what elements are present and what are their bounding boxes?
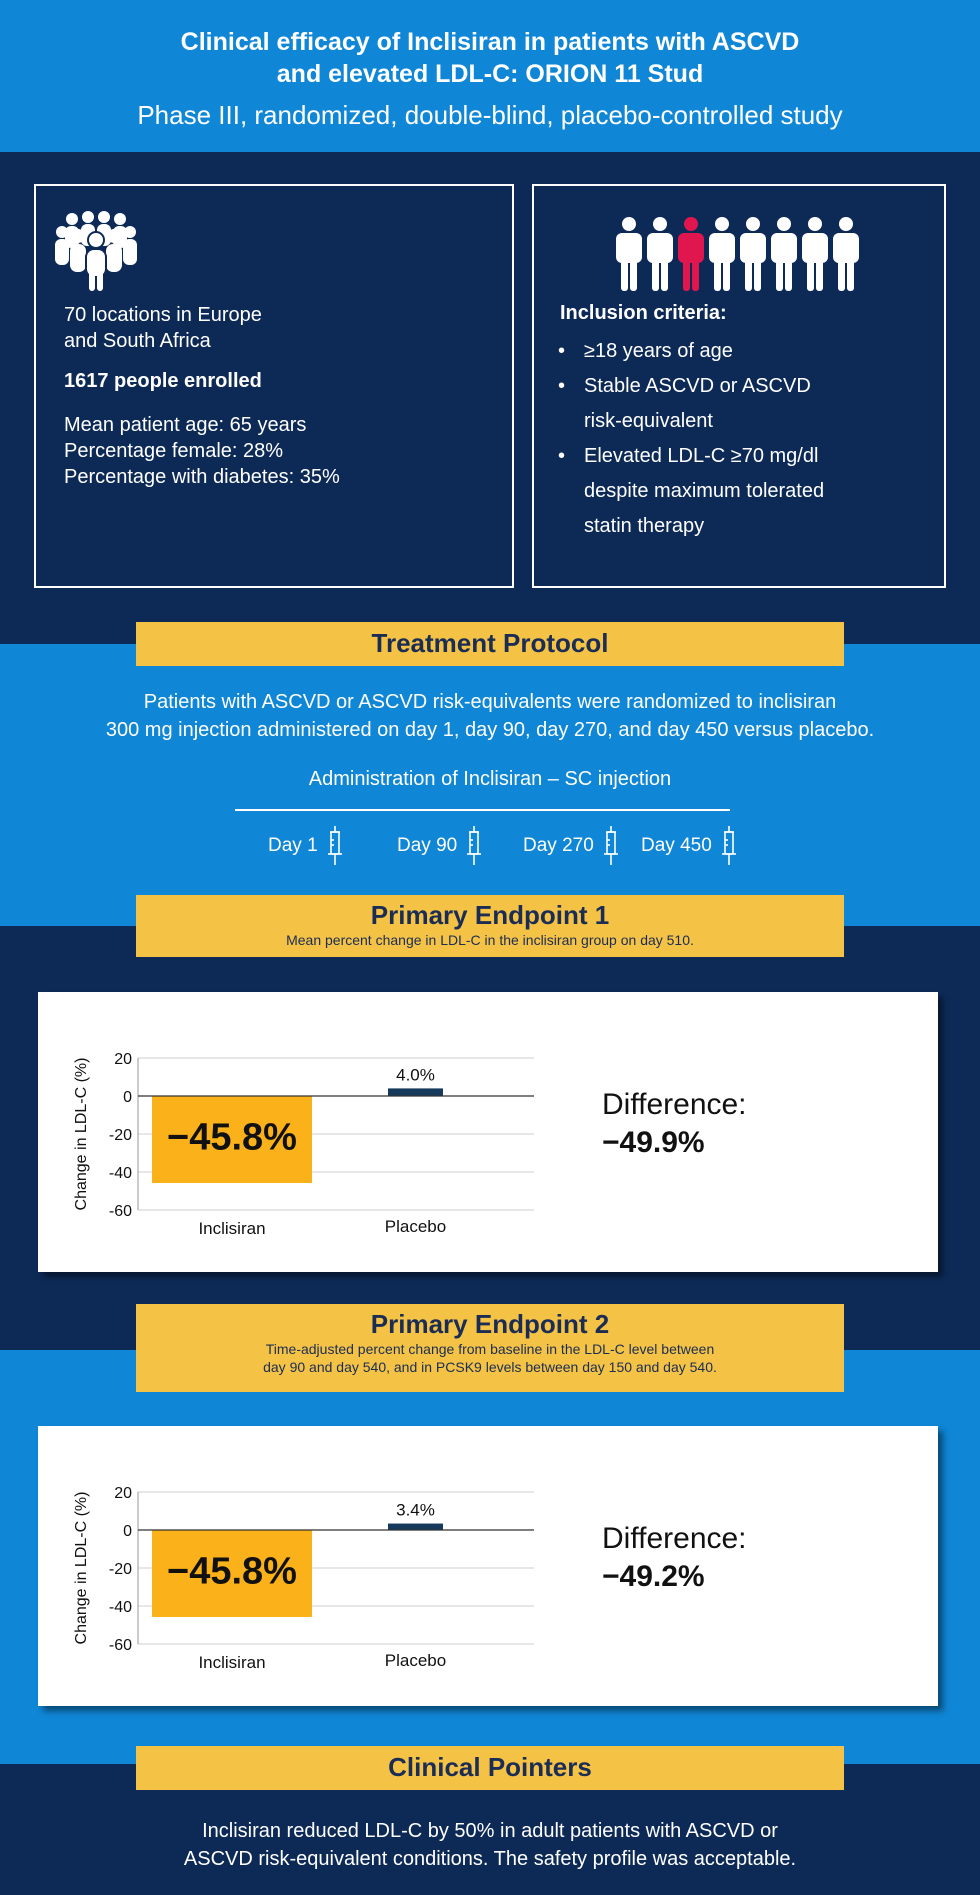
timeline-divider xyxy=(235,809,730,811)
syringe-icon xyxy=(467,826,482,865)
y-tick-label: -40 xyxy=(109,1599,132,1616)
bullet: • xyxy=(558,340,566,362)
page-title: Clinical efficacy of Inclisiran in patie… xyxy=(0,26,980,90)
y-tick-label: 20 xyxy=(114,1485,132,1502)
person-icon xyxy=(771,217,797,291)
endpoint-1-section: Change in LDL-C (%) 20 0 -20 -40 -60 Inclisira… xyxy=(0,926,980,1350)
administration-label: Administration of Inclisiran – SC inject… xyxy=(308,768,672,790)
data-label: 3.4% xyxy=(396,1501,435,1520)
inclusion-title: Inclusion criteria: xyxy=(560,302,727,324)
endpoint-2-chart: Change in LDL-C (%) 20 0 -20 -40 -60 Inclisira… xyxy=(73,1485,534,1672)
inclusion-item: • ≥18 years of age xyxy=(558,334,824,369)
difference-label: Difference: xyxy=(602,1522,747,1555)
bar-placebo xyxy=(388,1523,443,1530)
bar-inclisiran xyxy=(152,1530,312,1618)
bar-inclisiran xyxy=(152,1096,312,1184)
protocol-title: Treatment Protocol xyxy=(371,628,609,658)
y-tick-label: -60 xyxy=(109,1203,132,1220)
clinical-pointers-text: Inclisiran reduced LDL-C by 50% in adult… xyxy=(183,1820,797,1870)
person-icon xyxy=(740,217,766,291)
enrolled-text: 1617 people enrolled xyxy=(64,370,262,392)
inclusion-list: • ≥18 years of age • Stable ASCVD or ASC… xyxy=(558,334,824,544)
difference-value: −49.2% xyxy=(602,1560,705,1593)
person-icon xyxy=(647,217,673,291)
y-tick-label: 20 xyxy=(114,1051,132,1068)
study-stats-box: 70 locations in Europe and South Africa … xyxy=(34,184,514,588)
timeline-day: Day 90 xyxy=(397,826,485,866)
protocol-ribbon: Treatment Protocol xyxy=(136,622,844,666)
y-tick-label: 0 xyxy=(123,1089,132,1106)
endpoint-2-section: Change in LDL-C (%) 20 0 -20 -40 -60 Inclisira… xyxy=(0,1350,980,1764)
person-icon xyxy=(616,217,642,291)
y-axis-label: Change in LDL-C (%) xyxy=(73,1492,90,1645)
bar-placebo xyxy=(388,1088,443,1096)
endpoint-1-subtitle: Mean percent change in LDL-C in the incl… xyxy=(286,932,694,948)
study-overview: 70 locations in Europe and South Africa … xyxy=(0,152,980,644)
protocol-description: Patients with ASCVD or ASCVD risk-equiva… xyxy=(105,691,875,741)
y-tick-label: -60 xyxy=(109,1637,132,1654)
syringe-icon xyxy=(721,826,736,865)
clinical-pointers-ribbon: Clinical Pointers xyxy=(136,1746,844,1790)
endpoint-1-difference: Difference: −49.9% xyxy=(602,1088,747,1160)
person-icon xyxy=(709,217,735,291)
x-tick-label: Placebo xyxy=(385,1651,446,1670)
inclusion-item: • Stable ASCVD or ASCVD risk-equivalent xyxy=(558,369,824,439)
highlighted-person-icon xyxy=(678,217,704,291)
y-tick-label: -20 xyxy=(109,1561,132,1578)
percentage-diabetes: Percentage with diabetes: 35% xyxy=(64,466,340,488)
x-tick-label: Inclisiran xyxy=(198,1219,265,1238)
people-row-icon xyxy=(616,217,859,291)
endpoint-2-title: Primary Endpoint 2 xyxy=(370,1309,610,1339)
person-icon xyxy=(833,217,859,291)
demographics-text: Mean patient age: 65 years Percentage fe… xyxy=(64,412,340,490)
inclusion-criteria-box: Inclusion criteria: • ≥18 years of age •… xyxy=(532,184,946,588)
treatment-protocol-section: Patients with ASCVD or ASCVD risk-equiva… xyxy=(0,644,980,926)
clinical-pointers-title: Clinical Pointers xyxy=(388,1752,592,1782)
difference-value: −49.9% xyxy=(602,1126,705,1159)
endpoint-2-difference: Difference: −49.2% xyxy=(602,1522,747,1594)
endpoint-2-ribbon: Primary Endpoint 2 Time-adjusted percent… xyxy=(136,1304,844,1392)
data-label: −45.8% xyxy=(167,1551,297,1593)
title-line-1: Clinical efficacy of Inclisiran in patie… xyxy=(180,28,800,56)
bullet: • xyxy=(558,445,566,467)
percentage-female: Percentage female: 28% xyxy=(64,440,284,462)
x-tick-label: Inclisiran xyxy=(198,1653,265,1672)
page-subtitle: Phase III, randomized, double-blind, pla… xyxy=(137,100,843,130)
endpoint-2-panel: Change in LDL-C (%) 20 0 -20 -40 -60 Inclisira… xyxy=(38,1426,938,1706)
data-label: −45.8% xyxy=(167,1117,297,1159)
bullet: • xyxy=(558,375,566,397)
syringe-icon xyxy=(327,826,342,865)
mean-age: Mean patient age: 65 years xyxy=(64,414,307,436)
endpoint-1-title: Primary Endpoint 1 xyxy=(370,900,610,930)
header: Clinical efficacy of Inclisiran in patie… xyxy=(0,0,980,152)
y-tick-label: -40 xyxy=(109,1165,132,1182)
person-icon xyxy=(802,217,828,291)
x-tick-label: Placebo xyxy=(385,1217,446,1236)
endpoint-1-chart: Change in LDL-C (%) 20 0 -20 -40 -60 Inclisira… xyxy=(73,1051,534,1238)
syringe-icon xyxy=(603,826,618,865)
timeline-day: Day 1 xyxy=(268,826,346,866)
y-tick-label: -20 xyxy=(109,1127,132,1144)
title-line-2: and elevated LDL-C: ORION 11 Stud xyxy=(276,60,704,88)
endpoint-1-ribbon: Primary Endpoint 1 Mean percent change i… xyxy=(136,895,844,957)
timeline-day: Day 270 xyxy=(523,826,622,866)
data-label: 4.0% xyxy=(396,1065,435,1084)
endpoint-1-panel: Change in LDL-C (%) 20 0 -20 -40 -60 Inclisira… xyxy=(38,992,938,1272)
timeline-day: Day 450 xyxy=(641,826,740,866)
inclusion-item: • Elevated LDL-C ≥70 mg/dl despite maximu… xyxy=(558,439,824,544)
y-axis-label: Change in LDL-C (%) xyxy=(73,1058,90,1211)
people-group-icon xyxy=(55,211,137,291)
y-tick-label: 0 xyxy=(123,1523,132,1540)
locations-text: 70 locations in Europe and South Africa xyxy=(64,304,262,352)
difference-label: Difference: xyxy=(602,1088,747,1121)
